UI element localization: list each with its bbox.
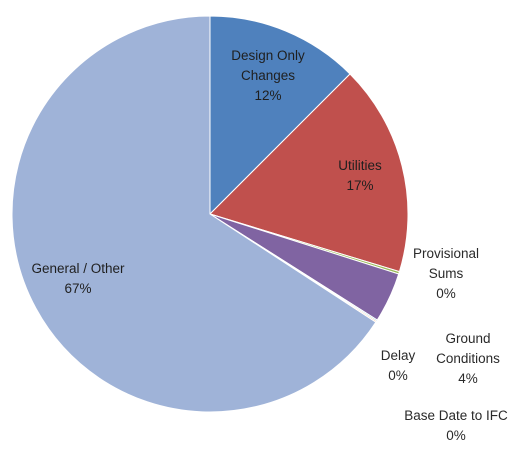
slice-label: Base Date to IFC 0%: [404, 408, 508, 443]
pie-slice: [209, 15, 351, 216]
pie-labels: Design Only Changes 12% Utilities 17% Provisi…: [31, 48, 508, 443]
slice-label: Design Only Changes 12%: [231, 48, 305, 103]
slice-label: Provisional Sums 0%: [413, 246, 479, 301]
slice-percent: 4%: [458, 371, 478, 386]
slice-label: General / Other 67%: [31, 261, 125, 296]
slice-label: Delay 0%: [381, 348, 416, 383]
slice-label: Ground Conditions 4%: [436, 331, 500, 386]
pie-slices: [11, 15, 409, 413]
slice-label-line: Provisional: [413, 246, 479, 261]
slice-percent: 0%: [446, 428, 466, 443]
slice-label-line: Delay: [381, 348, 416, 363]
slice-percent: 67%: [64, 281, 91, 296]
slice-label-line: Changes: [241, 68, 295, 83]
slice-label: Utilities 17%: [338, 158, 382, 193]
pie-slice: [11, 15, 377, 413]
slice-label-line: Conditions: [436, 351, 500, 366]
slice-percent: 0%: [436, 286, 456, 301]
slice-label-line: Design Only: [231, 48, 305, 63]
slice-percent: 0%: [388, 368, 408, 383]
slice-label-line: Ground: [445, 331, 490, 346]
slice-label-line: General / Other: [31, 261, 125, 276]
slice-percent: 17%: [346, 178, 373, 193]
pie-slice: [209, 73, 409, 273]
slice-percent: 12%: [254, 88, 281, 103]
slice-label-line: Sums: [429, 266, 464, 281]
slice-label-line: Base Date to IFC: [404, 408, 508, 423]
slice-label-line: Utilities: [338, 158, 382, 173]
